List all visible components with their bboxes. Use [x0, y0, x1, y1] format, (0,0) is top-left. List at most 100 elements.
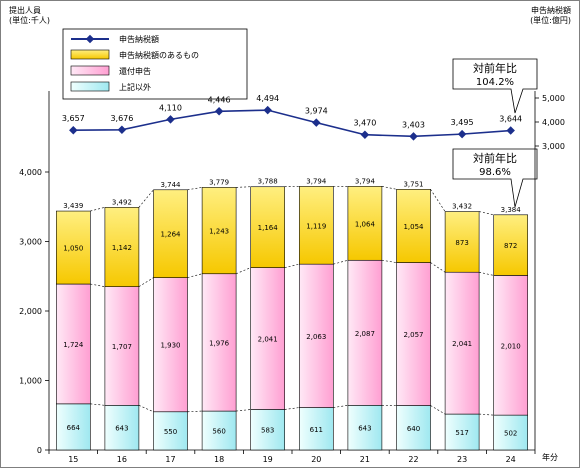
bar-connector-line	[187, 273, 203, 278]
bar-value-label-yellow: 1,264	[160, 231, 181, 239]
tax-line-value-label: 3,470	[353, 119, 376, 128]
callout-first-value: 104.2%	[476, 77, 514, 88]
bar-connector-line	[430, 262, 446, 273]
bar-connector-line	[235, 267, 251, 275]
legend-label-cyan: 上記以外	[119, 82, 151, 92]
bar-segment-yellow	[250, 186, 285, 268]
legend-label-yellow: 申告納税額のあるもの	[119, 50, 199, 60]
tax-line-value-label: 3,403	[402, 120, 425, 129]
bar-segment-yellow	[55, 210, 91, 285]
legend: 申告納税額 申告納税額のあるもの 還付申告 上記以外	[62, 28, 248, 100]
bar-value-label-pink: 1,707	[112, 343, 132, 351]
right-axis-tick-label: 5,000	[542, 94, 565, 103]
callout-first-title: 対前年比	[473, 61, 517, 75]
bar-segment-cyan	[201, 410, 237, 451]
tax-line-value-label: 3,657	[62, 114, 85, 123]
bar-segment-cyan	[493, 414, 529, 451]
bar-value-label-cyan: 583	[261, 427, 274, 435]
bar-total-label: 3,432	[452, 203, 472, 211]
left-axis-unit: (単位:千人)	[9, 15, 50, 25]
bar-value-label-pink: 1,724	[63, 341, 84, 349]
x-tick-label: 24	[506, 455, 516, 464]
bar-value-label-pink: 1,976	[209, 339, 230, 347]
bar-segment-cyan	[55, 403, 91, 451]
bar-connector-line	[138, 277, 154, 287]
bar-connector-line	[479, 413, 494, 416]
bar-segment-cyan	[153, 411, 188, 451]
callout-first: 対前年比 104.2%	[452, 58, 538, 114]
axis-tick-layer: 0 1,000 2,000 3,000 4,000 3,000 4,000 5,000 15 16…	[19, 94, 565, 464]
bar-total-label: 3,439	[63, 202, 83, 210]
bar-connector-line	[333, 259, 348, 265]
bar-connector-line	[479, 211, 494, 216]
bar-connector-line	[236, 409, 251, 412]
bar-total-label: 3,794	[355, 177, 376, 185]
bar-total-label: 3,492	[112, 198, 132, 206]
tax-line-value-label: 3,974	[305, 107, 328, 116]
bar-value-label-pink: 2,041	[452, 340, 472, 348]
bar-segment-pink	[250, 267, 285, 410]
bar-connector-line	[236, 186, 251, 188]
bar-value-label-pink: 2,057	[403, 331, 423, 339]
bar-value-label-yellow: 1,119	[306, 222, 326, 230]
bar-value-label-pink: 2,087	[355, 330, 375, 338]
right-axis-tick-label: 4,000	[542, 118, 565, 127]
bar-value-label-cyan: 640	[407, 425, 420, 433]
right-axis-unit-title: 申告納税額	[531, 5, 571, 15]
tax-line-marker	[117, 125, 127, 135]
tax-line-marker	[69, 125, 78, 135]
bar-connector-line	[333, 405, 348, 408]
legend-diamond-marker	[85, 34, 95, 44]
bar-segment-pink	[347, 259, 383, 406]
bar-connector-line	[138, 189, 154, 208]
x-tick-label: 18	[214, 455, 224, 464]
left-axis-tick-label: 4,000	[19, 168, 42, 177]
bar-connector-line	[430, 405, 446, 415]
left-axis-tick-label: 0	[37, 446, 42, 455]
bar-segment-cyan	[250, 409, 285, 451]
bar-segment-pink	[444, 271, 480, 415]
bar-value-label-cyan: 664	[67, 424, 81, 432]
bar-segment-cyan	[104, 405, 140, 451]
bar-segment-yellow	[347, 186, 383, 261]
bar-segment-pink	[153, 277, 188, 413]
bar-connector-line	[90, 207, 105, 212]
bar-value-label-cyan: 517	[455, 429, 468, 437]
x-tick-label: 15	[68, 455, 78, 464]
bar-value-label-pink: 2,041	[258, 336, 278, 344]
line-layer: 3,657 3,676 4,110 4,446 4,494 3,974 3,470 3,403…	[62, 94, 522, 141]
bar-value-label-cyan: 502	[504, 430, 517, 438]
bar-segment-yellow	[444, 211, 480, 273]
tax-line-marker	[506, 126, 515, 135]
bar-segment-cyan	[347, 405, 383, 451]
tax-line-value-label: 3,676	[110, 114, 133, 123]
callout-second-box	[452, 148, 538, 208]
x-tick-label: 17	[165, 455, 175, 464]
tax-line-value-label: 4,110	[159, 103, 182, 112]
tax-line	[73, 109, 511, 138]
bar-value-label-cyan: 611	[310, 426, 323, 434]
legend-label-tax: 申告納税額	[119, 34, 159, 44]
tax-line-marker	[360, 130, 370, 139]
bar-segment-yellow	[298, 186, 334, 265]
bar-value-label-yellow: 1,243	[209, 228, 229, 236]
right-axis-unit: (単位:億円)	[530, 15, 571, 25]
bar-total-label: 3,751	[403, 180, 423, 188]
tax-line-value-label: 4,446	[208, 95, 231, 104]
callout-first-box	[452, 58, 538, 114]
legend-label-pink: 還付申告	[119, 66, 151, 76]
bar-segment-yellow	[153, 189, 188, 278]
bar-value-label-cyan: 550	[164, 428, 177, 436]
bar-connector-line	[90, 403, 105, 406]
bar-connector-line	[187, 410, 203, 413]
bar-total-label: 3,779	[209, 178, 229, 186]
left-axis-unit-title: 提出人員	[9, 5, 41, 15]
tax-line-value-label: 4,494	[256, 94, 279, 103]
x-tick-label: 23	[457, 455, 467, 464]
callout-second-value: 98.6%	[479, 167, 511, 178]
bar-segment-pink	[493, 275, 529, 416]
bar-value-label-yellow: 1,050	[63, 245, 83, 253]
callout-second-title: 対前年比	[473, 151, 517, 165]
bar-value-label-cyan: 643	[115, 425, 128, 433]
